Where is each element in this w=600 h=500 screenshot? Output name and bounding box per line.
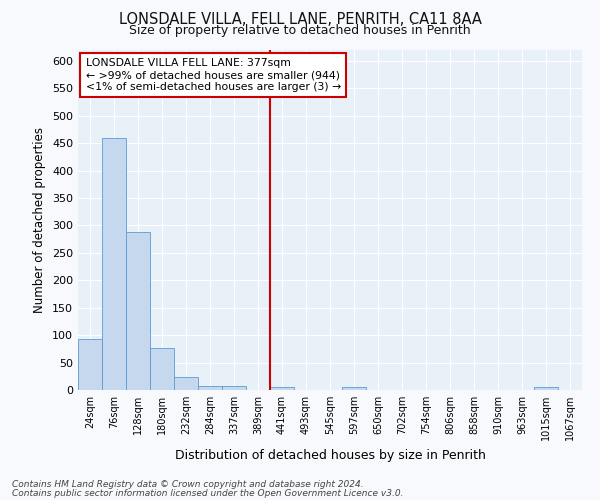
X-axis label: Distribution of detached houses by size in Penrith: Distribution of detached houses by size … [175, 448, 485, 462]
Text: Size of property relative to detached houses in Penrith: Size of property relative to detached ho… [129, 24, 471, 37]
Y-axis label: Number of detached properties: Number of detached properties [34, 127, 46, 313]
Bar [222, 386, 246, 390]
Text: Contains public sector information licensed under the Open Government Licence v3: Contains public sector information licen… [12, 488, 404, 498]
Bar [102, 138, 126, 390]
Bar [270, 388, 294, 390]
Text: LONSDALE VILLA FELL LANE: 377sqm
← >99% of detached houses are smaller (944)
<1%: LONSDALE VILLA FELL LANE: 377sqm ← >99% … [86, 58, 341, 92]
Text: Contains HM Land Registry data © Crown copyright and database right 2024.: Contains HM Land Registry data © Crown c… [12, 480, 364, 489]
Bar [174, 378, 198, 390]
Bar [78, 339, 102, 390]
Text: LONSDALE VILLA, FELL LANE, PENRITH, CA11 8AA: LONSDALE VILLA, FELL LANE, PENRITH, CA11… [119, 12, 481, 28]
Bar [150, 348, 174, 390]
Bar [534, 388, 558, 390]
Bar [126, 232, 150, 390]
Bar [342, 388, 366, 390]
Bar [198, 386, 222, 390]
